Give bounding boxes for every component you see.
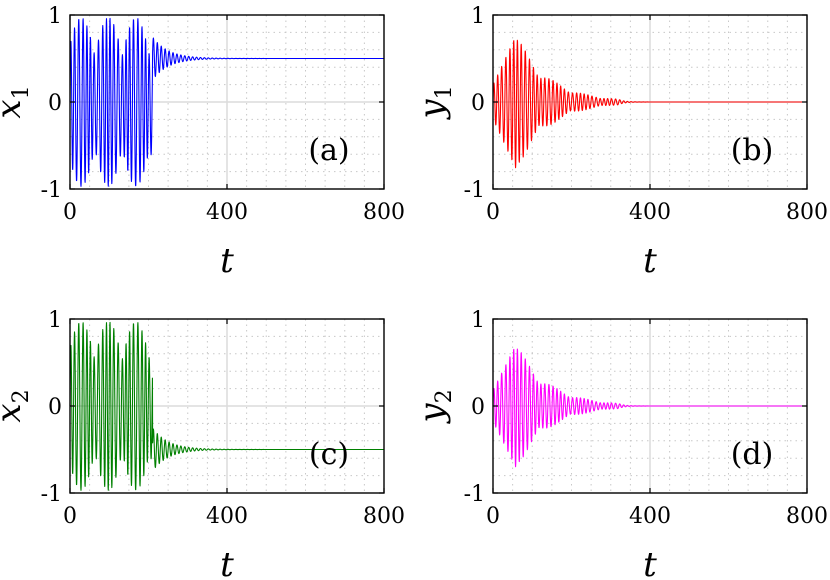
y-tick-label: 1: [48, 308, 62, 333]
y-tick-label: 0: [471, 395, 485, 420]
x-tick-label: 400: [206, 200, 248, 225]
x-axis-label: t: [220, 545, 234, 580]
series-line: [492, 39, 808, 169]
x-tick-label: 0: [63, 504, 77, 529]
y-axis-label: y1: [412, 85, 457, 120]
panel-tag: (b): [731, 133, 774, 168]
x-tick-label: 800: [363, 200, 405, 225]
x-tick-label: 400: [206, 504, 248, 529]
series-line: [492, 348, 808, 468]
x-tick-label: 400: [629, 504, 671, 529]
x-tick-label: 0: [486, 200, 500, 225]
x-tick-label: 0: [63, 200, 77, 225]
y-axis-label: x1: [0, 85, 34, 118]
x-axis-label: t: [643, 545, 657, 580]
x-tick-label: 800: [786, 200, 828, 225]
y-tick-label: 1: [471, 308, 485, 333]
y-tick-label: -1: [41, 482, 62, 507]
series-line: [69, 321, 385, 491]
y-tick-label: 1: [471, 4, 485, 29]
panel-tag: (a): [308, 133, 349, 168]
y-tick-label: -1: [464, 178, 485, 203]
x-tick-label: 800: [786, 504, 828, 529]
y-axis-label: x2: [0, 389, 34, 422]
y-tick-label: 1: [48, 4, 62, 29]
y-tick-label: 0: [48, 91, 62, 116]
series-line: [69, 17, 385, 187]
x-tick-label: 800: [363, 504, 405, 529]
y-axis-label: y2: [412, 389, 457, 424]
y-tick-label: 0: [471, 91, 485, 116]
y-tick-label: 0: [48, 395, 62, 420]
x-axis-label: t: [643, 241, 657, 281]
y-tick-label: -1: [41, 178, 62, 203]
x-tick-label: 0: [486, 504, 500, 529]
panel-tag: (c): [309, 437, 349, 472]
panel-tag: (d): [731, 437, 774, 472]
x-axis-label: t: [220, 241, 234, 281]
y-tick-label: -1: [464, 482, 485, 507]
x-tick-label: 400: [629, 200, 671, 225]
